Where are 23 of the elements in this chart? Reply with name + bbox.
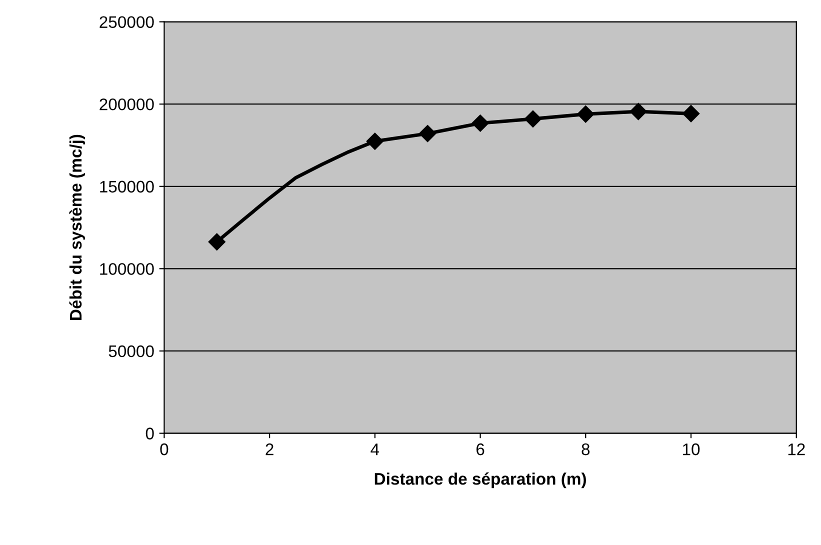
- point: [682, 105, 700, 122]
- point: [419, 125, 436, 142]
- y-tick-label: 100000: [100, 263, 154, 275]
- y-tick-label: 250000: [100, 16, 154, 28]
- x-tick-label: 6: [476, 443, 484, 456]
- x-tick-label: 12: [788, 443, 805, 456]
- point: [524, 110, 542, 128]
- y-tick-label: 0: [146, 428, 154, 440]
- y-tick-label: 150000: [100, 180, 154, 193]
- x-tick-label: 2: [266, 443, 274, 456]
- x-axis-title: Distance de séparation (m): [374, 472, 586, 488]
- point: [208, 233, 226, 250]
- point: [366, 132, 384, 150]
- y-tick-label: 200000: [100, 98, 154, 110]
- y-axis-title: Débit du système (mc/j): [69, 134, 85, 320]
- point: [577, 106, 594, 123]
- x-tick-label: 0: [160, 443, 168, 456]
- point: [630, 102, 647, 120]
- point: [472, 114, 489, 132]
- x-tick-label: 4: [370, 444, 380, 456]
- y-tick-label: 50000: [108, 345, 154, 358]
- x-tick-label: 8: [582, 443, 590, 456]
- x-tick-label: 10: [683, 443, 700, 456]
